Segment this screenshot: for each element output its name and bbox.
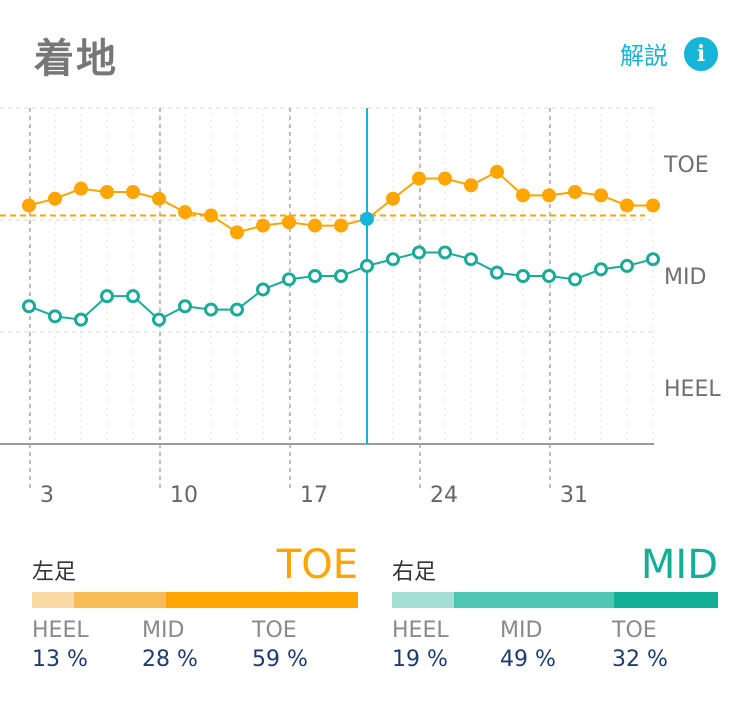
data-point xyxy=(516,269,530,283)
data-point xyxy=(48,191,62,206)
right-toe-value: 32 % xyxy=(612,647,668,672)
data-point xyxy=(412,171,426,186)
left-heel-stat: HEEL 13 % xyxy=(32,618,89,672)
data-point xyxy=(438,171,452,186)
right-heel-value: 19 % xyxy=(392,647,448,672)
left-toe-segment xyxy=(165,592,358,608)
data-point xyxy=(48,309,62,324)
left-heel-segment xyxy=(32,592,75,608)
data-point xyxy=(490,265,504,280)
left-mid-segment xyxy=(74,592,166,608)
data-point xyxy=(386,191,400,206)
data-point xyxy=(620,198,634,213)
right-heel-stat: HEEL 19 % xyxy=(392,618,449,672)
data-point xyxy=(126,289,140,304)
data-point xyxy=(100,289,114,304)
right-heel-segment xyxy=(392,592,454,608)
data-point xyxy=(542,188,556,203)
landing-chart: 3 10 17 24 31 HEEL MID TOE xyxy=(0,107,721,508)
data-point xyxy=(152,191,166,206)
left-toe-value: 59 % xyxy=(252,647,308,672)
data-point xyxy=(74,312,88,327)
right-mid-name: MID xyxy=(500,618,543,643)
left-mid-name: MID xyxy=(142,618,185,643)
x-tick-label: 10 xyxy=(170,483,198,508)
data-point xyxy=(386,252,400,267)
right-toe-stat: TOE 32 % xyxy=(612,618,668,672)
left-heel-value: 13 % xyxy=(32,647,88,672)
data-point xyxy=(256,218,270,233)
right-foot-dominant: MID xyxy=(640,542,718,588)
data-point xyxy=(74,181,88,196)
data-point xyxy=(178,299,192,314)
data-point xyxy=(360,258,374,273)
y-category-label: TOE xyxy=(663,153,709,178)
right-mid-value: 49 % xyxy=(500,647,556,672)
left-foot-distribution-bar xyxy=(32,592,358,608)
page-title: 着地 xyxy=(34,36,118,82)
x-tick-label: 3 xyxy=(40,483,54,508)
data-point xyxy=(646,252,660,267)
y-category-label: MID xyxy=(664,265,706,290)
data-point xyxy=(334,269,348,283)
series-line xyxy=(28,251,654,321)
data-point xyxy=(464,252,478,267)
data-point xyxy=(594,262,608,277)
right-mid-segment xyxy=(453,592,614,608)
data-point xyxy=(308,269,322,283)
data-point xyxy=(568,185,582,199)
data-point xyxy=(230,225,244,240)
right-mid-stat: MID 49 % xyxy=(500,618,556,672)
right-toe-name: TOE xyxy=(612,618,657,643)
data-point xyxy=(516,188,530,203)
help-link[interactable]: 解説 i xyxy=(620,36,718,71)
data-point xyxy=(464,178,478,193)
data-point xyxy=(22,299,36,314)
data-point xyxy=(568,272,582,287)
data-point xyxy=(126,185,140,199)
right-foot-label: 右足 xyxy=(392,560,437,585)
left-foot-label: 左足 xyxy=(32,560,77,585)
right-heel-name: HEEL xyxy=(392,618,449,643)
info-icon[interactable]: i xyxy=(684,36,718,71)
right-foot-distribution-bar xyxy=(392,592,718,608)
data-point xyxy=(204,302,218,317)
data-point xyxy=(594,188,608,203)
x-tick-label: 24 xyxy=(430,483,458,508)
left-mid-stat: MID 28 % xyxy=(142,618,198,672)
data-point xyxy=(204,208,218,223)
left-foot-dominant: TOE xyxy=(276,542,358,588)
x-tick-label: 31 xyxy=(560,483,588,508)
left-mid-value: 28 % xyxy=(142,647,198,672)
data-point xyxy=(412,245,426,260)
data-point xyxy=(490,164,504,179)
left-heel-name: HEEL xyxy=(32,618,89,643)
data-point xyxy=(282,272,296,287)
data-point xyxy=(360,211,374,226)
data-point xyxy=(542,269,556,283)
data-point xyxy=(646,198,660,213)
left-toe-stat: TOE 59 % xyxy=(252,618,308,672)
data-point xyxy=(256,282,270,297)
data-point xyxy=(334,218,348,233)
y-category-label: HEEL xyxy=(664,377,721,402)
data-point xyxy=(438,245,452,260)
help-label: 解説 xyxy=(620,42,668,70)
data-point xyxy=(282,215,296,230)
data-point xyxy=(152,312,166,327)
data-point xyxy=(22,198,36,213)
data-point xyxy=(178,205,192,220)
x-tick-label: 17 xyxy=(300,483,328,508)
data-point xyxy=(620,258,634,273)
left-toe-name: TOE xyxy=(252,618,297,643)
right-toe-segment xyxy=(613,592,718,608)
data-point xyxy=(100,185,114,199)
data-point xyxy=(308,218,322,233)
data-point xyxy=(230,302,244,317)
